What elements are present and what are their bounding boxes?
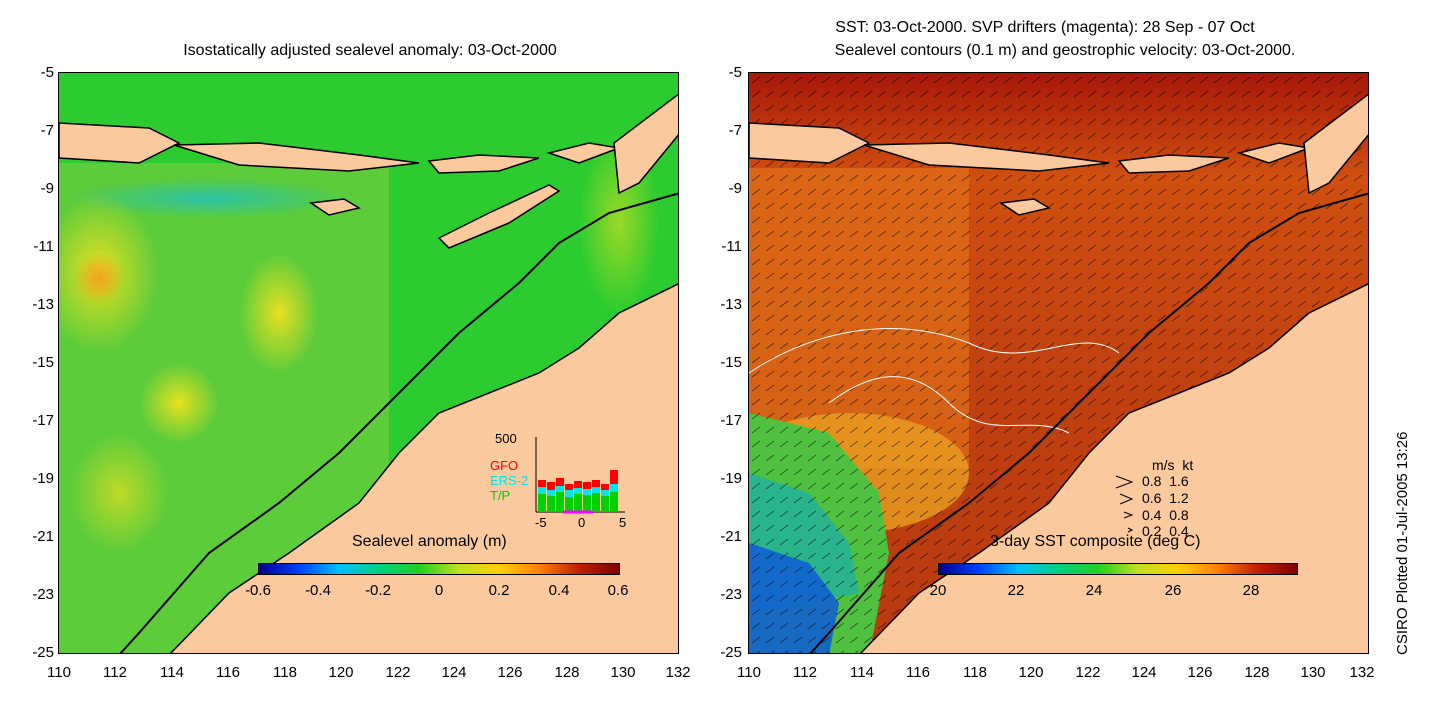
left-y-tick: -7: [40, 122, 54, 139]
right-colorbar-title: 3-day SST composite (deg C): [990, 533, 1201, 550]
left-y-tick: -17: [32, 412, 54, 429]
left-x-tick: 110: [47, 664, 71, 681]
left-y-tick: -19: [32, 470, 54, 487]
plot-credit: CSIRO Plotted 01-Jul-2005 13:26: [1394, 431, 1411, 655]
left-y-tick: -11: [33, 238, 54, 255]
velocity-legend-row: 0.2 0.4: [1142, 523, 1189, 539]
right-x-tick: 114: [850, 664, 874, 681]
right-x-tick: 112: [793, 664, 817, 681]
left-y-tick: -25: [32, 644, 54, 661]
inset-legend-ers2: ERS-2: [490, 473, 529, 488]
left-x-tick: 114: [160, 664, 184, 681]
inset-legend-gfo: GFO: [490, 458, 519, 473]
right-y-tick: -25: [720, 644, 742, 661]
left-x-tick: 128: [554, 664, 580, 681]
left-y-tick: -13: [32, 296, 54, 313]
right-colorbar-label: 28: [1242, 582, 1260, 599]
left-colorbar-label: 0.2: [488, 582, 510, 599]
right-y-tick: -9: [728, 180, 742, 197]
inset-y-label: 500: [495, 431, 517, 446]
left-colorbar-label: -0.2: [365, 582, 391, 599]
left-map-title: Isostatically adjusted sealevel anomaly:…: [183, 42, 557, 59]
right-x-tick: 116: [906, 664, 930, 681]
right-y-tick: -19: [720, 470, 742, 487]
left-y-tick: -9: [40, 180, 54, 197]
velocity-legend-arrows: [1115, 475, 1134, 533]
left-x-tick: 118: [273, 664, 297, 681]
right-y-tick: -23: [720, 586, 742, 603]
right-colorbar-label: 20: [929, 582, 947, 599]
left-x-tick: 120: [328, 664, 354, 681]
left-colorbar-label: 0.4: [548, 582, 570, 599]
right-colorbar-label: 24: [1085, 582, 1103, 599]
right-x-tick: 122: [1075, 664, 1101, 681]
right-x-tick: 118: [963, 664, 987, 681]
left-colorbar-label: 0.6: [607, 582, 629, 599]
right-y-tick: -5: [728, 64, 742, 81]
left-y-tick: -23: [32, 586, 54, 603]
inset-x-label: 5: [619, 515, 627, 530]
inset-histogram: [535, 437, 625, 514]
left-y-tick: -15: [32, 354, 54, 371]
right-x-tick: 120: [1018, 664, 1044, 681]
velocity-legend-row: 0.6 1.2: [1142, 490, 1189, 506]
right-map-title-line1: SST: 03-Oct-2000. SVP drifters (magenta)…: [835, 19, 1255, 36]
left-x-tick: 124: [441, 664, 467, 681]
left-y-tick: -5: [40, 64, 54, 81]
inset-x-label: 0: [578, 515, 586, 530]
right-x-tick: 128: [1244, 664, 1270, 681]
right-x-tick: 132: [1349, 664, 1375, 681]
right-x-tick: 124: [1131, 664, 1157, 681]
right-colorbar-label: 22: [1007, 582, 1025, 599]
left-colorbar: [258, 563, 620, 575]
right-y-tick: -15: [720, 354, 742, 371]
right-y-tick: -21: [720, 528, 742, 545]
left-y-tick: -21: [32, 528, 54, 545]
left-x-tick: 116: [216, 664, 240, 681]
velocity-legend-row: 0.4 0.8: [1142, 507, 1189, 523]
left-x-tick: 126: [497, 664, 523, 681]
velocity-legend-header: m/s kt: [1152, 457, 1194, 473]
right-colorbar-label: 26: [1164, 582, 1182, 599]
right-map-area[interactable]: [748, 72, 1369, 654]
left-x-tick: 132: [665, 664, 691, 681]
left-map-graphic: [59, 73, 678, 653]
left-map-area[interactable]: [58, 72, 679, 654]
left-colorbar-title: Sealevel anomaly (m): [352, 533, 507, 550]
left-x-tick: 112: [103, 664, 127, 681]
inset-legend-tp: T/P: [490, 488, 511, 503]
right-map-title-line2: Sealevel contours (0.1 m) and geostrophi…: [834, 42, 1296, 59]
right-map-graphic: [749, 73, 1368, 653]
inset-x-label: -5: [535, 515, 547, 530]
right-y-tick: -17: [720, 412, 742, 429]
right-x-tick: 126: [1187, 664, 1213, 681]
right-y-tick: -11: [721, 238, 742, 255]
right-x-tick: 110: [737, 664, 761, 681]
velocity-legend-row: 0.8 1.6: [1142, 473, 1189, 489]
left-x-tick: 122: [385, 664, 411, 681]
right-x-tick: 130: [1300, 664, 1326, 681]
left-x-tick: 130: [610, 664, 636, 681]
left-colorbar-label: -0.6: [245, 582, 271, 599]
right-y-tick: -13: [720, 296, 742, 313]
left-colorbar-label: 0: [434, 582, 444, 599]
right-y-tick: -7: [728, 122, 742, 139]
left-colorbar-label: -0.4: [305, 582, 331, 599]
right-colorbar: [938, 563, 1298, 575]
